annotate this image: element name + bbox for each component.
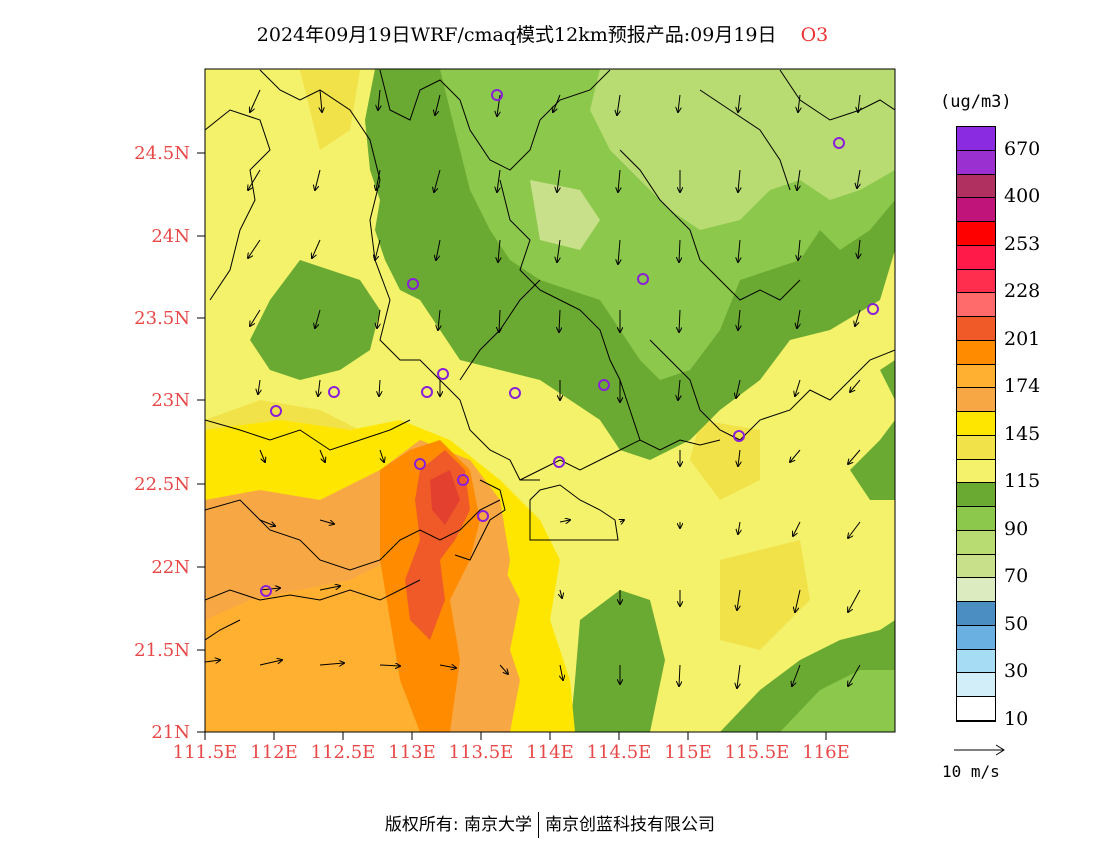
legend-swatch [957,293,995,318]
lon-tick-label: 115.5E [725,742,790,763]
wind-reference-arrow [954,744,1005,756]
species-label: O3 [800,24,829,46]
copyright-footer: 版权所有: 南京大学 南京创蓝科技有限公司 [0,810,1100,838]
lat-tick-label: 21.5N [134,640,190,661]
wind-vectors [205,89,860,688]
legend-swatch [957,127,995,151]
legend-swatch [957,388,995,413]
tick-marks [197,152,827,740]
legend-swatch [957,340,995,365]
copyright-left: 版权所有: 南京大学 [384,815,533,835]
lat-tick-label: 24N [151,226,190,247]
legend-swatch [957,412,995,436]
color-legend [956,126,996,722]
footer-separator [538,812,540,838]
legend-swatch [957,530,995,555]
legend-value-label: 174 [1004,375,1041,398]
legend-value-label: 253 [1004,232,1041,255]
legend-swatch [957,697,995,721]
latitude-labels: 24.5N 24N 23.5N 23N 22.5N 22N 21.5N 21N [134,143,190,743]
legend-swatch [957,649,995,674]
legend-swatch [957,578,995,603]
legend-swatch [957,459,995,484]
lon-tick-label: 111.5E [173,742,238,763]
legend-value-label: 670 [1004,137,1041,160]
title-text: 2024年09月19日WRF/cmaq模式12km预报产品:09月19日 [256,24,777,46]
lon-tick-label: 113.5E [449,742,514,763]
lon-tick-label: 112E [250,742,298,763]
legend-swatch [957,245,995,270]
lon-tick-label: 114.5E [587,742,652,763]
legend-swatch [957,435,995,460]
lat-tick-label: 23N [151,390,190,411]
copyright-right: 南京创蓝科技有限公司 [545,815,716,835]
legend-swatch [957,673,995,698]
lon-tick-label: 114E [526,742,574,763]
legend-swatch [957,198,995,223]
legend-swatch [957,602,995,626]
legend-value-label: 400 [1004,185,1041,208]
longitude-labels: 111.5E 112E 112.5E 113E 113.5E 114E 114.… [173,742,850,763]
legend-swatch [957,317,995,341]
legend-value-label: 115 [1004,470,1041,493]
legend-swatch [957,507,995,531]
lat-tick-label: 23.5N [134,308,190,329]
legend-swatch [957,174,995,199]
legend-value-label: 10 [1004,708,1029,730]
legend-swatch [957,364,995,389]
lat-tick-label: 21N [151,722,190,743]
legend-swatch [957,150,995,175]
lat-tick-label: 22.5N [134,474,190,495]
legend-swatch [957,625,995,650]
legend-value-label: 145 [1004,422,1041,445]
legend-value-label: 201 [1004,327,1041,350]
lon-tick-label: 112.5E [311,742,376,763]
lon-tick-label: 116E [802,742,850,763]
legend-value-label: 228 [1004,280,1041,303]
legend-value-label: 30 [1004,660,1029,683]
legend-swatch [957,554,995,579]
lat-tick-label: 24.5N [134,143,190,164]
chart-title: 2024年09月19日WRF/cmaq模式12km预报产品:09月19日 O3 [0,20,1085,47]
station-markers [260,89,879,597]
wind-reference-label: 10 m/s [942,762,1000,781]
legend-value-label: 90 [1004,517,1029,540]
concentration-field [205,69,895,732]
legend-value-label: 70 [1004,565,1029,588]
lat-tick-label: 22N [151,557,190,578]
boundary-lines [205,69,895,641]
legend-swatch [957,483,995,508]
legend-unit: (ug/m3) [940,92,1012,112]
lon-tick-label: 113E [388,742,436,763]
legend-value-label: 50 [1004,612,1029,635]
legend-swatch [957,269,995,294]
lon-tick-label: 115E [664,742,712,763]
legend-swatch [957,222,995,246]
